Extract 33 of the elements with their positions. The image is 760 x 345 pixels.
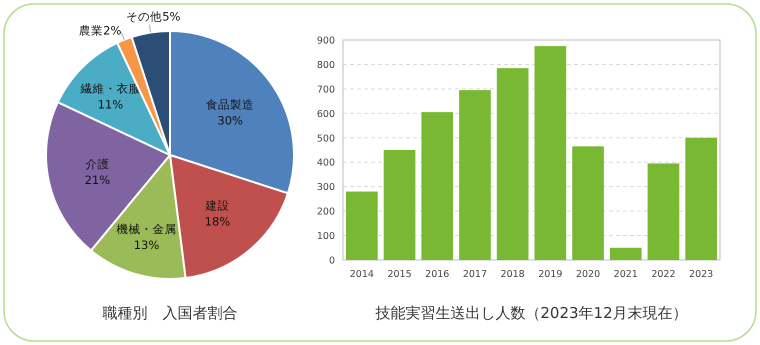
y-tick-label: 200	[316, 206, 335, 218]
data-label: 11%	[98, 97, 124, 112]
slice-label: その他5%	[126, 10, 181, 24]
slice-label: 建設	[204, 198, 230, 212]
y-tick-label: 0	[328, 256, 335, 266]
y-tick-label: 800	[316, 60, 335, 71]
slice-label: 機械・金属	[116, 222, 176, 236]
y-tick-label: 100	[316, 231, 335, 242]
data-label: 21%	[84, 173, 110, 188]
x-tick-label: 2018	[500, 269, 525, 280]
data-label: 30%	[217, 113, 244, 128]
slice-label: 農業2%	[79, 23, 122, 38]
text: 技能実習生送出し人数（2023年12月末現在）	[374, 304, 688, 322]
data-label: 18%	[204, 214, 230, 228]
data-label: 13%	[134, 238, 160, 252]
y-tick-label: 600	[316, 108, 335, 120]
y-tick-label: 300	[316, 182, 335, 194]
x-tick-label: 2014	[350, 269, 374, 280]
y-tick-label: 400	[316, 158, 335, 169]
y-tick-label: 700	[316, 84, 335, 96]
x-tick-label: 2020	[576, 269, 600, 280]
x-tick-label: 2017	[462, 269, 488, 280]
x-tick-label: 2015	[387, 269, 412, 280]
y-tick-label: 500	[316, 133, 335, 144]
slice-label: 食品製造	[206, 97, 254, 112]
x-tick-label: 2023	[689, 269, 714, 280]
y-tick-label: 900	[316, 36, 335, 46]
text: 職種別 入国者割合	[102, 304, 238, 322]
slice-label: 介護	[85, 157, 110, 172]
x-tick-label: 2021	[614, 269, 638, 280]
x-tick-label: 2016	[425, 269, 450, 280]
x-tick-label: 2019	[538, 269, 562, 280]
x-tick-label: 2022	[651, 269, 676, 280]
